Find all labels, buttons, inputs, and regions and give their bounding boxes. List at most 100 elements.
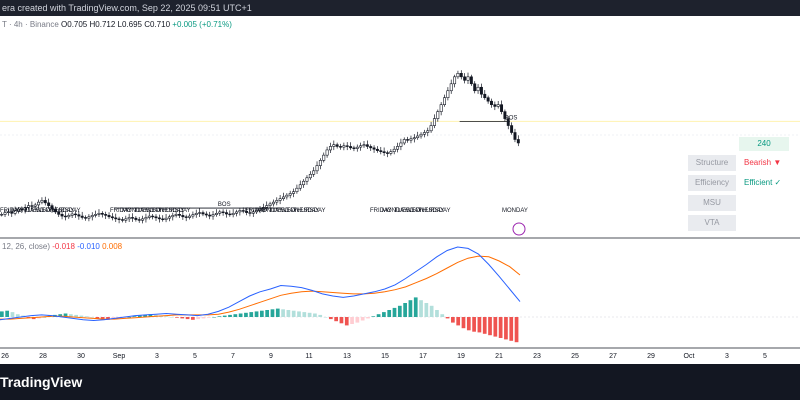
candle <box>218 209 222 216</box>
macd-bar <box>408 300 413 317</box>
candle <box>90 212 94 221</box>
candle <box>87 214 91 222</box>
macd-bar <box>413 297 418 317</box>
lightning-icon[interactable] <box>512 222 526 236</box>
candle <box>268 201 272 208</box>
session-label: WEDNESDAY <box>406 208 444 214</box>
session-label: THURSDAY <box>293 208 326 214</box>
x-tick-label: 7 <box>231 353 235 360</box>
candle <box>496 101 500 109</box>
candle <box>271 199 275 207</box>
candle <box>513 128 517 143</box>
macd-bar <box>376 314 381 317</box>
x-tick-label: 15 <box>381 353 389 360</box>
session-label: THURSDAY <box>418 208 451 214</box>
candle <box>466 72 470 84</box>
macd-bar <box>222 315 227 317</box>
macd-pane <box>0 246 521 343</box>
x-tick-label: 17 <box>419 353 427 360</box>
macd-bar <box>482 317 487 334</box>
candle <box>117 216 121 224</box>
macd-bar <box>440 314 445 317</box>
macd-bar <box>355 317 360 323</box>
candle <box>379 146 383 155</box>
bos-label: BOS <box>218 202 231 208</box>
candle <box>322 152 326 163</box>
candle <box>412 134 416 143</box>
table-efficiency-value: Efficient ✓ <box>744 178 782 187</box>
session-label: FRIDAY <box>110 208 132 214</box>
macd-bar <box>249 312 254 317</box>
candle <box>43 196 47 206</box>
candle <box>476 84 480 94</box>
candle <box>204 211 208 218</box>
candle <box>278 195 282 205</box>
session-label: TUESDAY <box>24 208 52 214</box>
macd-bar <box>26 317 31 318</box>
macd-bar <box>191 317 195 320</box>
x-tick-label: 19 <box>457 353 465 360</box>
candle <box>23 204 27 214</box>
candle <box>406 136 410 143</box>
candle <box>335 142 339 149</box>
candle <box>120 216 124 223</box>
candle <box>245 207 249 216</box>
candle <box>345 142 349 151</box>
candle <box>416 131 420 140</box>
macd-legend-label: 12, 26, close) <box>2 242 51 251</box>
macd-bar <box>302 312 307 317</box>
macd-bar <box>498 317 503 338</box>
x-tick-label: 5 <box>763 353 767 360</box>
bos-levels: BOS BOS <box>114 115 517 209</box>
candle <box>255 207 259 214</box>
candle <box>97 209 101 217</box>
macd-bar <box>488 317 492 336</box>
x-tick-label: 28 <box>39 353 47 360</box>
x-tick-label: 9 <box>269 353 273 360</box>
macd-bar <box>429 305 434 317</box>
candle <box>429 121 433 133</box>
macd-bar <box>37 317 41 319</box>
candle <box>305 175 309 185</box>
macd-bar <box>148 314 153 317</box>
candle <box>436 109 440 122</box>
candle <box>178 210 181 218</box>
candle <box>188 213 192 220</box>
macd-bar <box>260 310 264 317</box>
macd-bar <box>137 315 142 317</box>
price-legend: T · 4h · Binance O0.705 H0.712 L0.695 C0… <box>2 20 232 29</box>
candle <box>265 201 269 212</box>
macd-bar <box>419 300 423 317</box>
x-axis: 26 28 30 Sep 3 5 7 9 11 13 15 17 19 21 23 25 27 29 Oct 3 5 <box>1 353 767 360</box>
candle <box>70 211 74 218</box>
x-tick-label: 30 <box>77 353 85 360</box>
candle <box>500 100 504 115</box>
candle <box>389 149 393 156</box>
legend-symbol: T · 4h · Binance <box>2 20 59 29</box>
candle <box>80 211 84 220</box>
candle <box>94 210 98 218</box>
macd-bar <box>504 317 508 340</box>
candle <box>157 214 161 223</box>
candle <box>107 212 111 219</box>
macd-bar <box>79 315 84 317</box>
macd-bar <box>63 313 68 317</box>
session-label: FRIDAY <box>245 208 267 214</box>
macd-bar <box>397 305 402 317</box>
macd-bar <box>180 317 185 319</box>
macd-bar <box>291 310 296 317</box>
candle <box>315 161 319 174</box>
candle <box>282 192 285 201</box>
macd-bar <box>132 316 137 317</box>
session-label: FRIDAY <box>0 208 22 214</box>
macd-bar <box>164 316 169 317</box>
candle <box>238 207 242 216</box>
candle <box>30 201 34 209</box>
candle <box>47 198 51 209</box>
candle <box>221 209 225 216</box>
macd-bar <box>435 310 439 317</box>
macd-bar <box>382 312 386 317</box>
candle <box>288 190 292 199</box>
candle <box>235 209 238 217</box>
